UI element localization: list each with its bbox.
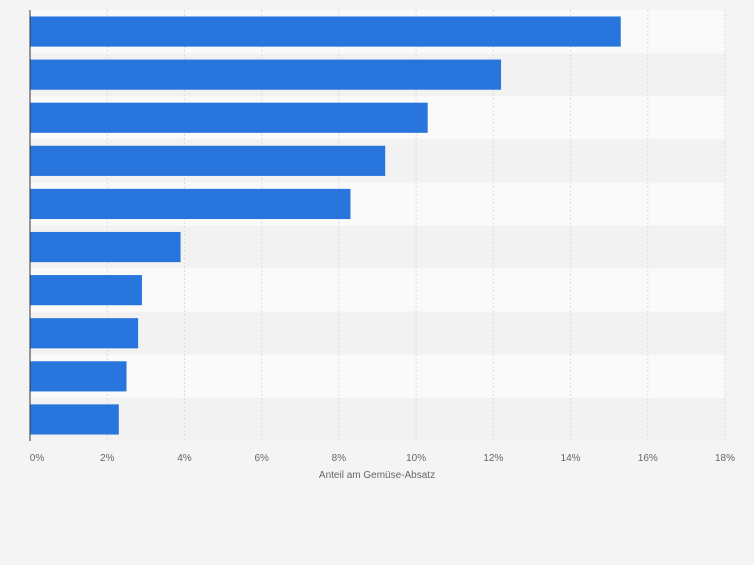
bar (30, 275, 142, 306)
x-tick-label: 16% (638, 453, 658, 464)
x-tick-label: 4% (177, 453, 192, 464)
x-tick-label: 6% (254, 453, 269, 464)
bar (30, 318, 139, 349)
x-tick-labels: 0% 2% 4% 6% 8% 10% 12% 14% 16% 18% (30, 453, 735, 464)
x-tick-label: 2% (100, 453, 115, 464)
row-band (30, 354, 725, 398)
bar (30, 361, 127, 392)
bar (30, 102, 428, 133)
bar (30, 231, 181, 263)
x-tick-label: 12% (483, 453, 503, 464)
x-tick-label: 18% (715, 453, 735, 464)
x-axis-label: Anteil am Gemüse-Absatz (319, 470, 435, 481)
row-band (30, 268, 725, 312)
bar (30, 16, 621, 47)
bar-series (30, 16, 621, 435)
bar (30, 145, 386, 176)
x-tick-label: 8% (332, 453, 347, 464)
x-tick-label: 10% (406, 453, 426, 464)
x-tick-label: 14% (561, 453, 581, 464)
row-band (30, 311, 725, 355)
bar (30, 59, 502, 90)
x-tick-label: 0% (30, 453, 45, 464)
row-band (30, 397, 725, 441)
bar (30, 188, 351, 220)
bar (30, 404, 119, 435)
